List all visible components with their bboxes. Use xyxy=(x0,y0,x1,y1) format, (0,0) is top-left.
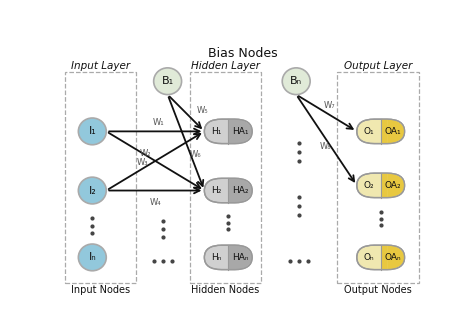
Text: HA₂: HA₂ xyxy=(232,186,248,195)
Text: I₁: I₁ xyxy=(89,126,96,136)
Text: W₃: W₃ xyxy=(137,158,148,167)
Ellipse shape xyxy=(154,68,182,95)
Text: Output Layer: Output Layer xyxy=(344,61,412,71)
Text: O₁: O₁ xyxy=(364,127,374,136)
Text: Input Layer: Input Layer xyxy=(71,61,130,71)
Text: OA₂: OA₂ xyxy=(384,181,401,190)
Text: OAₙ: OAₙ xyxy=(384,253,401,262)
Bar xyxy=(228,119,235,144)
Wedge shape xyxy=(235,178,252,203)
Wedge shape xyxy=(387,245,405,270)
Text: W₁: W₁ xyxy=(153,118,164,127)
Text: O₂: O₂ xyxy=(364,181,374,190)
Text: Bₙ: Bₙ xyxy=(290,76,302,86)
Text: I₂: I₂ xyxy=(89,185,96,195)
Text: Hₙ: Hₙ xyxy=(211,253,221,262)
Bar xyxy=(381,119,387,144)
Bar xyxy=(381,245,387,270)
Bar xyxy=(65,72,137,283)
FancyBboxPatch shape xyxy=(357,173,405,198)
Bar xyxy=(381,173,387,198)
FancyBboxPatch shape xyxy=(357,119,405,144)
Ellipse shape xyxy=(78,118,106,145)
Text: Output Nodes: Output Nodes xyxy=(344,285,412,295)
Wedge shape xyxy=(235,245,252,270)
Bar xyxy=(337,72,419,283)
Bar xyxy=(228,178,235,203)
Wedge shape xyxy=(387,119,405,144)
Text: Oₙ: Oₙ xyxy=(364,253,374,262)
FancyBboxPatch shape xyxy=(204,178,252,203)
Wedge shape xyxy=(235,119,252,144)
Ellipse shape xyxy=(78,244,106,271)
Bar xyxy=(228,245,235,270)
Text: W₂: W₂ xyxy=(140,149,152,158)
Wedge shape xyxy=(387,173,405,198)
Text: Hidden Nodes: Hidden Nodes xyxy=(191,285,260,295)
Text: Input Nodes: Input Nodes xyxy=(71,285,130,295)
Text: W₅: W₅ xyxy=(197,106,209,115)
Text: B₁: B₁ xyxy=(162,76,173,86)
Text: Hidden Layer: Hidden Layer xyxy=(191,61,260,71)
FancyBboxPatch shape xyxy=(357,245,405,270)
Ellipse shape xyxy=(78,177,106,204)
Text: Iₙ: Iₙ xyxy=(89,253,96,263)
Text: HAₙ: HAₙ xyxy=(232,253,248,262)
Text: H₂: H₂ xyxy=(211,186,221,195)
FancyBboxPatch shape xyxy=(204,119,252,144)
FancyBboxPatch shape xyxy=(204,245,252,270)
Text: W₆: W₆ xyxy=(190,150,201,159)
Text: W₇: W₇ xyxy=(324,101,336,110)
Text: Bias Nodes: Bias Nodes xyxy=(208,46,278,59)
Text: OA₁: OA₁ xyxy=(384,127,401,136)
Text: W₈: W₈ xyxy=(320,142,332,151)
Bar xyxy=(190,72,261,283)
Ellipse shape xyxy=(282,68,310,95)
Text: HA₁: HA₁ xyxy=(232,127,248,136)
Text: W₄: W₄ xyxy=(149,198,161,207)
Text: H₁: H₁ xyxy=(211,127,221,136)
